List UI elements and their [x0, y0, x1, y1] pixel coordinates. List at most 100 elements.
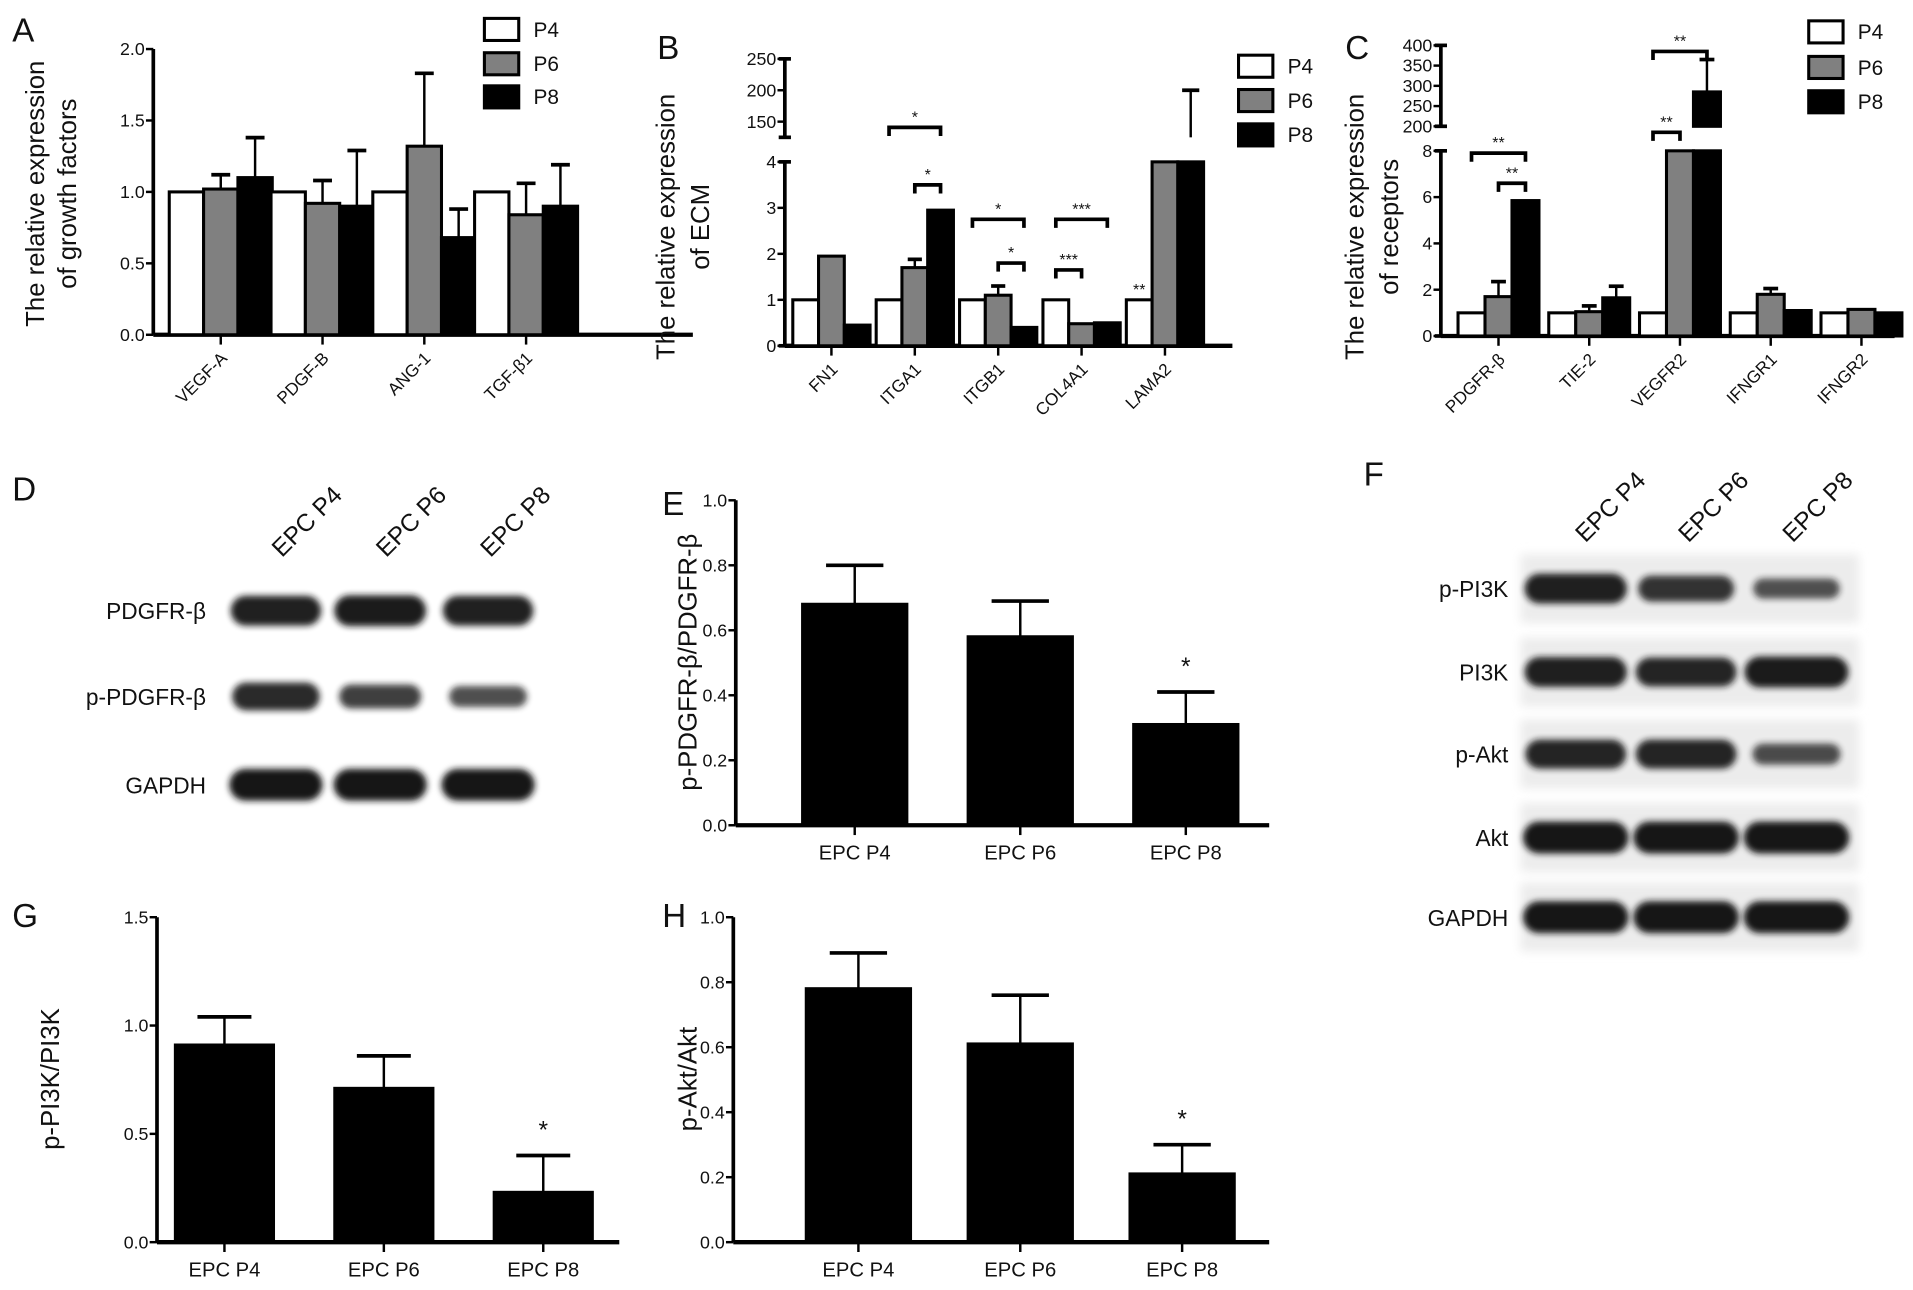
blot-band [1743, 901, 1850, 934]
significance-label: *** [1072, 201, 1091, 218]
y-tick-label: 1.5 [124, 907, 149, 927]
blot-band [449, 685, 527, 708]
y-tick-label: 0.8 [702, 555, 727, 575]
lane-label: EPC P8 [1778, 467, 1859, 548]
bar [439, 236, 478, 337]
y-tick-label: 250 [1403, 96, 1433, 116]
y-axis-label: p-PI3K/PI3K [37, 1008, 65, 1150]
bar [333, 1086, 435, 1244]
y-axis-label: The relative expression [22, 61, 50, 327]
blot-row-label: GAPDH [125, 772, 206, 798]
bar [1067, 322, 1096, 348]
x-tick-label: EPC P6 [984, 843, 1056, 865]
bar [900, 266, 930, 348]
blot-row-label: PDGFR-β [106, 598, 206, 624]
blot-band [334, 595, 427, 627]
lane-label: EPC P6 [1674, 467, 1755, 548]
y-tick-label: 0 [1422, 326, 1432, 346]
bar [1664, 149, 1696, 338]
y-axis-label: of receptors [1376, 159, 1404, 295]
y-tick-label: 0 [766, 336, 776, 356]
bar [804, 987, 913, 1244]
y-tick-label: 1 [766, 290, 776, 310]
legend-label: P6 [533, 53, 558, 76]
bar [492, 1190, 594, 1244]
x-tick-label: ITGA1 [876, 359, 925, 408]
bar [1132, 722, 1240, 827]
significance-bracket [1469, 151, 1528, 162]
bar [842, 323, 872, 348]
legend-swatch-p4 [1807, 19, 1845, 45]
bar [874, 298, 904, 348]
y-tick-label: 200 [1403, 116, 1433, 136]
bar [405, 144, 444, 337]
y-axis-label: p-PDGFR-β/PDGFR-β [675, 534, 703, 791]
significance-bracket [1053, 268, 1084, 279]
significance-star: * [1181, 654, 1191, 681]
panel-label-d: D [12, 471, 36, 508]
y-axis-label: of growth factors [54, 99, 82, 289]
y-axis-label: p-Akt/Akt [675, 1027, 703, 1131]
y-tick-label: 1.0 [124, 1016, 149, 1036]
y-tick-label: 0.0 [702, 815, 727, 835]
y-tick-label: 3 [766, 198, 776, 218]
chart-panel-g: 0.0 0.5 1.0 1.5 p-PI3K/PI3K EPC P4 EPC P6 EPC P… [37, 907, 620, 1282]
blot-band [1752, 743, 1841, 765]
x-tick-label: IFNGR2 [1813, 349, 1872, 408]
bar [1510, 199, 1541, 338]
significance-label: ** [1674, 34, 1686, 51]
bar [1128, 1172, 1236, 1244]
legend-label: P6 [1288, 90, 1313, 113]
legend-label: P8 [1288, 124, 1313, 147]
significance-label: ** [1506, 165, 1518, 182]
y-axis-label: of ECM [687, 184, 715, 270]
panel-label-f: F [1364, 457, 1384, 494]
significance-bracket [996, 261, 1026, 272]
x-tick-label: EPC P6 [348, 1260, 420, 1282]
y-tick-label: 1.0 [120, 182, 145, 202]
blot-row-label: p-PDGFR-β [86, 684, 206, 710]
significance-label: * [1008, 245, 1014, 262]
bar [1601, 296, 1632, 338]
bar [817, 254, 846, 348]
significance-bracket [1651, 49, 1709, 61]
blot-band [1525, 739, 1627, 769]
legend-swatch-p6 [1237, 87, 1275, 114]
bar [1009, 325, 1039, 348]
significance-label: * [995, 201, 1001, 218]
y-tick-label: 1.0 [702, 490, 727, 510]
blot-row-label: p-Akt [1455, 742, 1509, 768]
significance-bracket [1496, 181, 1528, 192]
chart-panel-e: 0.0 0.2 0.4 0.6 0.8 1.0 p-PDGFR-β/PDGFR-β EPC P… [675, 490, 1270, 865]
y-tick-label: 250 [747, 49, 777, 69]
significance-label: ** [1133, 282, 1145, 299]
bar [167, 190, 206, 337]
y-tick-label: 4 [766, 152, 776, 172]
blot-row-label: Akt [1476, 825, 1509, 851]
legend-swatch-p8 [482, 84, 521, 110]
y-tick-label: 0.6 [702, 620, 727, 640]
bar [1755, 292, 1786, 338]
y-axis-label: The relative expression [1342, 94, 1370, 360]
blot-band [333, 768, 427, 801]
significance-bracket [1651, 130, 1682, 141]
blot-band [1753, 578, 1840, 599]
y-tick-label: 0.0 [700, 1232, 725, 1252]
y-tick-label: 8 [1422, 141, 1432, 161]
x-tick-label: PDGFR-β [1441, 349, 1509, 417]
lane-label: EPC P8 [476, 482, 557, 563]
y-tick-label: 0.0 [124, 1232, 149, 1252]
lane-label: EPC P6 [371, 482, 452, 563]
legend-swatch-p8 [1807, 89, 1845, 115]
bar [473, 190, 511, 337]
chart-panel-h: 0.0 0.2 0.4 0.6 0.8 1.0 p-Akt/Akt EPC P4 EPC P6 E… [675, 907, 1270, 1282]
bar [1456, 311, 1487, 338]
y-tick-label: 200 [747, 80, 777, 100]
bar [1728, 311, 1759, 338]
significance-bracket [970, 217, 1026, 228]
bar [173, 1043, 276, 1244]
y-tick-label: 1.5 [120, 111, 145, 131]
blot-band [1743, 821, 1850, 854]
